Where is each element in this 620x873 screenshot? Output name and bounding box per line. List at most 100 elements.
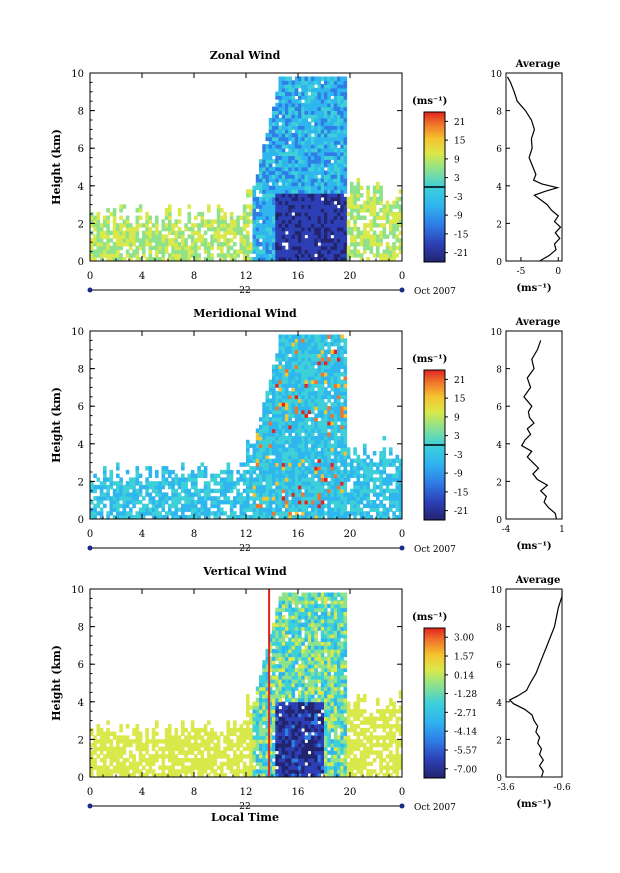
heatmap-cell — [333, 106, 338, 111]
heatmap-cell — [311, 181, 315, 187]
heatmap-cell — [304, 394, 309, 400]
heatmap-cell — [268, 739, 273, 744]
heatmap-cell — [278, 709, 283, 714]
heatmap-cell — [304, 432, 309, 437]
heatmap-cell — [324, 151, 328, 157]
heatmap-cell — [327, 110, 331, 115]
heatmap-cell — [298, 117, 302, 123]
heatmap-cell — [324, 230, 328, 236]
heatmap-cell — [320, 170, 325, 175]
heatmap-cell — [317, 342, 322, 347]
heatmap-cell — [135, 223, 140, 228]
heatmap-cell — [255, 484, 260, 490]
heatmap-cell — [285, 488, 289, 494]
heatmap-cell — [291, 223, 296, 228]
heatmap-cell — [285, 507, 289, 512]
heatmap-cell — [142, 245, 146, 251]
heatmap-cell — [155, 511, 159, 516]
heatmap-cell — [275, 675, 279, 680]
heatmap-cell — [249, 716, 253, 721]
heatmap-cell — [385, 511, 390, 516]
heatmap-cell — [340, 469, 344, 475]
heatmap-cell — [304, 136, 309, 142]
heatmap-cell — [343, 481, 348, 486]
heatmap-cell — [337, 398, 341, 403]
heatmap-cell — [301, 219, 305, 224]
heatmap-cell — [343, 178, 348, 183]
heatmap-cell — [275, 731, 279, 736]
heatmap-cell — [307, 428, 312, 433]
heatmap-cell — [317, 106, 322, 111]
heatmap-cell — [174, 492, 179, 497]
heatmap-cell — [327, 511, 331, 516]
heatmap-cell — [337, 84, 341, 89]
heatmap-cell — [324, 503, 328, 509]
heatmap-cell — [125, 500, 130, 505]
heatmap-cell — [333, 432, 338, 437]
heatmap-cell — [161, 739, 166, 744]
heatmap-cell — [278, 454, 283, 460]
heatmap-cell — [294, 349, 299, 354]
heatmap-cell — [207, 515, 211, 520]
heatmap-cell — [288, 484, 292, 490]
heatmap-cell — [242, 731, 247, 736]
heatmap-cell — [164, 215, 169, 220]
heatmap-cell — [278, 720, 283, 725]
heatmap-cell — [275, 679, 279, 684]
heatmap-cell — [281, 357, 286, 362]
heatmap-cell — [262, 193, 266, 198]
heatmap-cell — [311, 110, 315, 115]
heatmap-cell — [135, 727, 140, 733]
average-unit: (ms⁻¹) — [516, 283, 551, 294]
heatmap-cell — [174, 477, 179, 482]
heatmap-cell — [285, 106, 289, 111]
heatmap-cell — [314, 500, 318, 505]
heatmap-cell — [272, 630, 276, 635]
heatmap-cell — [272, 257, 276, 262]
heatmap-cell — [340, 357, 344, 362]
heatmap-cell — [291, 170, 296, 175]
heatmap-cell — [259, 454, 263, 460]
heatmap-cell — [337, 353, 341, 358]
heatmap-cell — [200, 754, 205, 759]
heatmap-cell — [314, 417, 318, 422]
heatmap-cell — [317, 253, 322, 258]
heatmap-cell — [216, 211, 221, 217]
heatmap-cell — [99, 735, 104, 740]
heatmap-cell — [314, 174, 318, 179]
heatmap-cell — [223, 761, 227, 767]
heatmap-cell — [168, 496, 172, 501]
heatmap-cell — [148, 496, 153, 501]
heatmap-cell — [278, 469, 283, 475]
heatmap-cell — [320, 121, 325, 126]
heatmap-cell — [385, 219, 390, 224]
heatmap-cell — [304, 398, 309, 403]
heatmap-cell — [132, 758, 136, 763]
heatmap-cell — [259, 701, 263, 706]
heatmap-cell — [281, 731, 286, 736]
heatmap-cell — [376, 242, 380, 247]
heatmap-cell — [281, 245, 286, 251]
heatmap-cell — [122, 496, 127, 501]
heatmap-cell — [311, 477, 315, 482]
heatmap-cell — [262, 511, 266, 516]
heatmap-cell — [168, 253, 172, 258]
heatmap-cell — [340, 166, 344, 172]
heatmap-cell — [278, 761, 283, 767]
heatmap-cell — [298, 148, 302, 153]
heatmap-cell — [268, 473, 273, 478]
heatmap-cell — [174, 219, 179, 224]
heatmap-cell — [96, 219, 101, 224]
heatmap-cell — [285, 421, 289, 426]
heatmap-cell — [294, 398, 299, 403]
heatmap-cell — [314, 360, 318, 366]
heatmap-cell — [229, 761, 234, 767]
heatmap-cell — [181, 249, 185, 254]
heatmap-cell — [382, 515, 387, 520]
heatmap-cell — [333, 334, 338, 339]
heatmap-cell — [320, 500, 325, 505]
heatmap-cell — [210, 488, 214, 494]
heatmap-cell — [99, 481, 104, 486]
heatmap-cell — [203, 739, 208, 744]
